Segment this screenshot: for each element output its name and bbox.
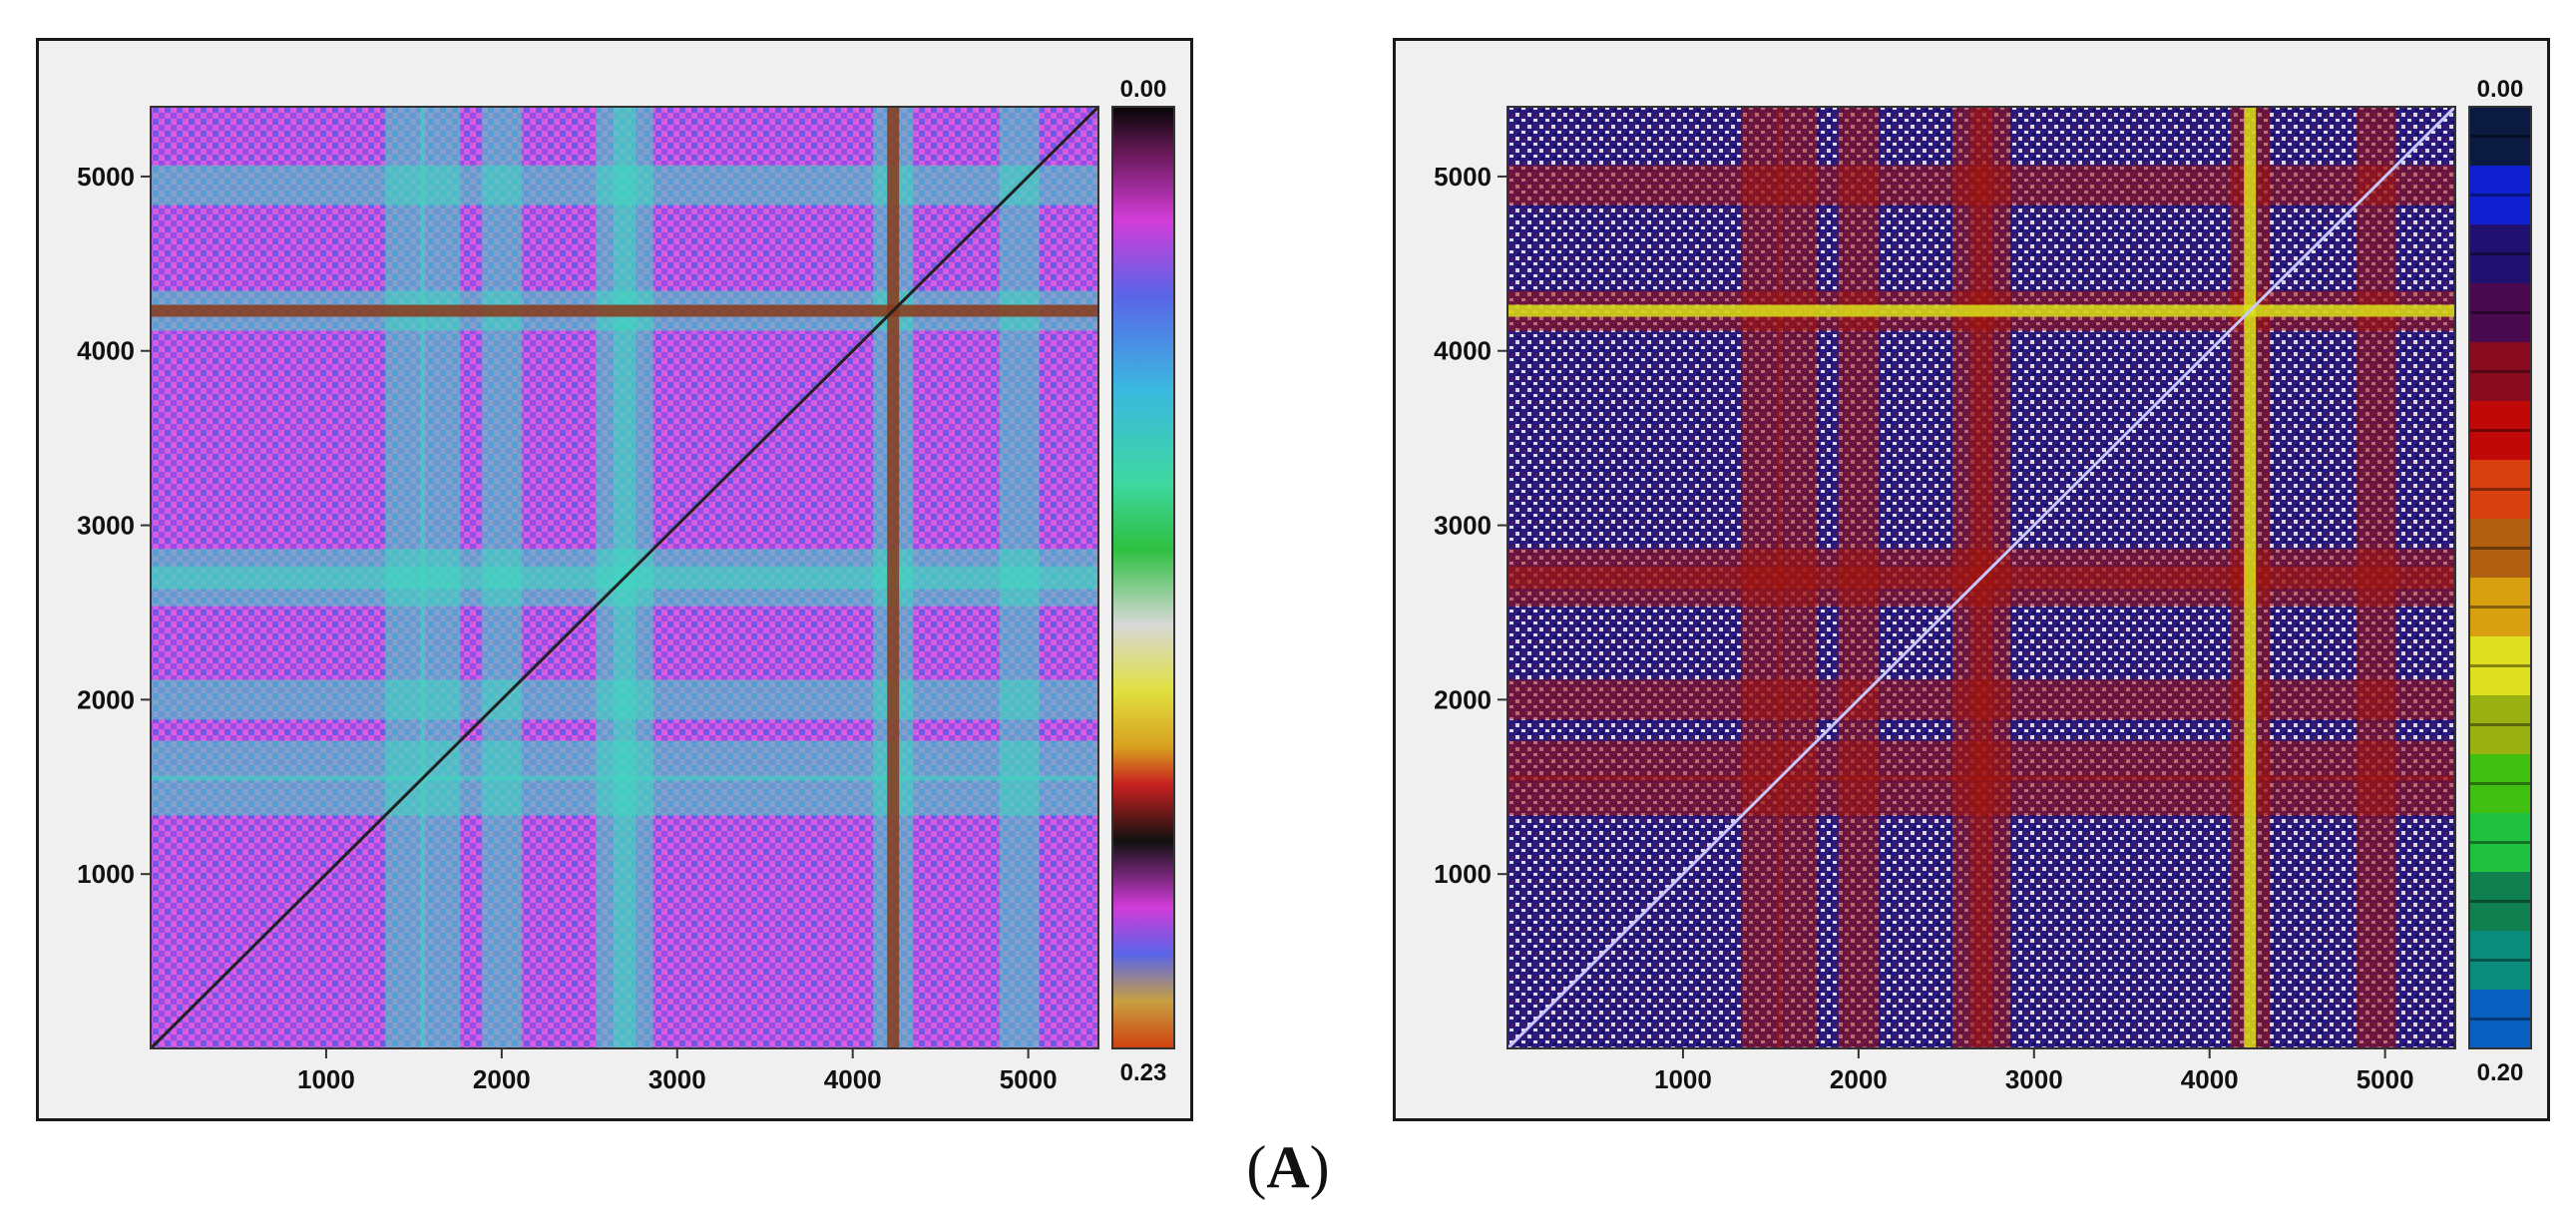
colorbar-band <box>2469 283 2531 342</box>
colorbar-max-label: 0.20 <box>2477 1059 2524 1086</box>
x-tick-label: 5000 <box>2357 1064 2414 1094</box>
y-tick-label: 4000 <box>1434 336 1492 366</box>
y-tick-label: 1000 <box>1434 859 1492 889</box>
colorbar-band <box>2469 166 2531 224</box>
x-tick-label: 1000 <box>1654 1064 1712 1094</box>
colorbar-band <box>2469 107 2531 166</box>
y-tick-label: 4000 <box>77 336 135 366</box>
colorbar-band <box>2469 636 2531 695</box>
colorbar <box>2468 106 2532 1049</box>
heatmap-band-horizontal <box>1507 165 2455 205</box>
heatmap-band-vertical <box>2356 107 2396 1048</box>
heatmap-band-core-horizontal <box>1507 304 2455 317</box>
figure-caption-letter: A <box>1266 1134 1310 1200</box>
x-tick-label: 4000 <box>824 1064 882 1094</box>
colorbar-band <box>2469 931 2531 990</box>
heatmap-a-chart: 1000 2000 3000 4000 5000 1000 2000 3000 4000 5000… <box>77 76 1175 1094</box>
heatmap-band-core-horizontal <box>151 304 1098 317</box>
colorbar-band <box>2469 990 2531 1048</box>
heatmap-band-core-vertical <box>2244 107 2257 1048</box>
colorbar-band <box>2469 813 2531 872</box>
heatmap-b-chart: 1000 2000 3000 4000 5000 1000 2000 3000 4000 5000… <box>1434 76 2532 1094</box>
colorbar-band <box>2469 401 2531 460</box>
x-tick-label: 4000 <box>2181 1064 2239 1094</box>
y-tick-label: 5000 <box>77 162 135 192</box>
x-tick-label: 1000 <box>297 1064 355 1094</box>
heatmap-panel-a: 1000 2000 3000 4000 5000 1000 2000 3000 4000 5000… <box>36 38 1193 1121</box>
y-tick-label: 2000 <box>1434 684 1492 714</box>
figure-caption: (A) <box>1246 1134 1330 1200</box>
heatmap-band-vertical <box>999 107 1040 1048</box>
heatmap-band-horizontal <box>151 549 1098 590</box>
heatmap-diagonal <box>149 105 1100 1050</box>
heatmap-diagonal <box>1505 105 2457 1050</box>
x-tick-label: 3000 <box>2005 1064 2063 1094</box>
y-tick-label: 3000 <box>1434 511 1492 541</box>
y-tick-label: 1000 <box>77 859 135 889</box>
y-tick-label: 3000 <box>77 511 135 541</box>
colorbar-band <box>2469 342 2531 401</box>
colorbar-band <box>2469 754 2531 813</box>
colorbar-band <box>2469 872 2531 931</box>
colorbar-min-label: 0.00 <box>2477 76 2524 103</box>
y-tick-label: 2000 <box>77 684 135 714</box>
heatmap-band-core-vertical <box>887 107 900 1048</box>
colorbar-band <box>2469 460 2531 519</box>
x-tick-label: 2000 <box>1830 1064 1888 1094</box>
x-tick-label: 5000 <box>1000 1064 1058 1094</box>
y-tick-label: 5000 <box>1434 162 1492 192</box>
colorbar <box>1111 106 1175 1049</box>
heatmap-panel-b: 1000 2000 3000 4000 5000 1000 2000 3000 4000 5000… <box>1393 38 2550 1121</box>
colorbar-band <box>2469 519 2531 578</box>
x-tick-label: 3000 <box>648 1064 706 1094</box>
heatmap-band-horizontal <box>151 165 1098 205</box>
heatmap-band-horizontal <box>1507 549 2455 590</box>
colorbar-max-label: 0.23 <box>1120 1059 1167 1086</box>
colorbar-band <box>2469 224 2531 283</box>
colorbar-min-label: 0.00 <box>1120 76 1167 103</box>
colorbar-band <box>2469 695 2531 754</box>
colorbar-band <box>2469 578 2531 636</box>
x-tick-label: 2000 <box>473 1064 531 1094</box>
